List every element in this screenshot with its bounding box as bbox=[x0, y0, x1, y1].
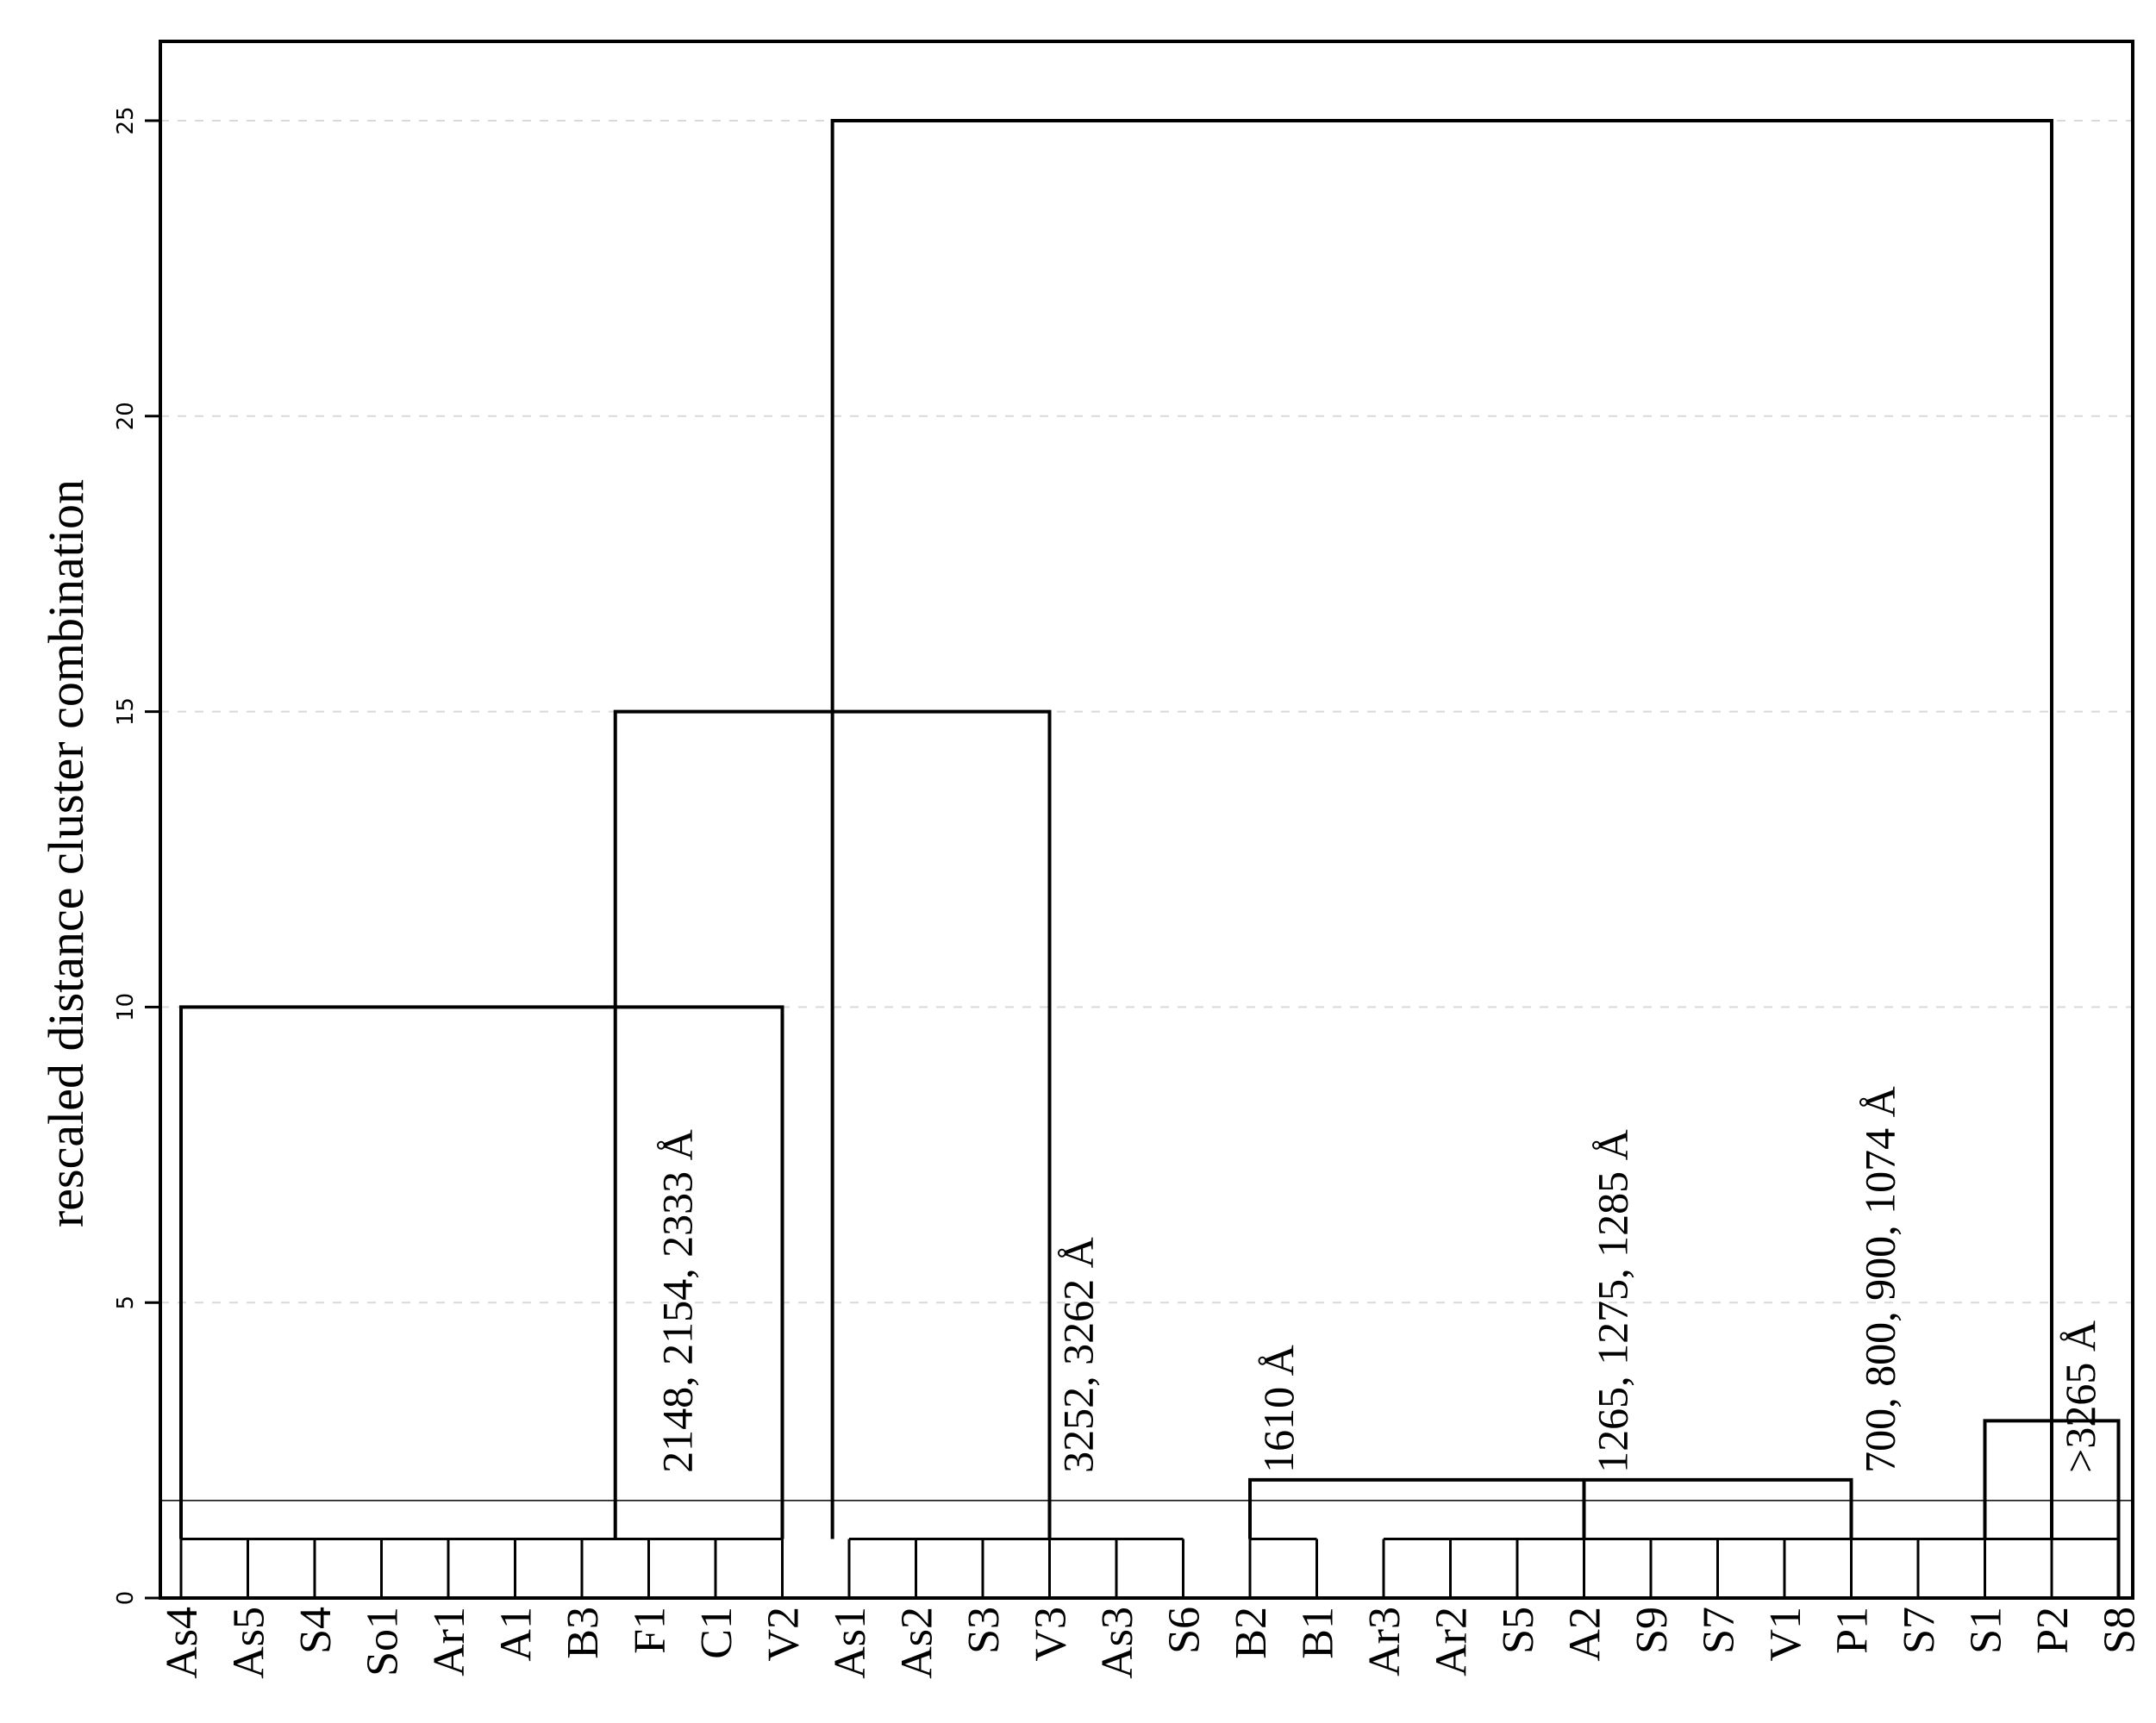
leaf-labels: As4 As5 S4 So1 Ar1 A1 B3 F1 C1 V2 As1 As2 S3 V3 As3 S6 B… bbox=[158, 1607, 2145, 1679]
leaf-label-13: V3 bbox=[1027, 1607, 1076, 1662]
leaf-label-23: S7 bbox=[1695, 1607, 1744, 1654]
dendrogram-links bbox=[160, 119, 2133, 1598]
y-tick-label-15: 15 bbox=[113, 697, 139, 726]
leaf-label-2: S4 bbox=[291, 1607, 341, 1654]
leaf-label-19: Ar2 bbox=[1428, 1607, 1477, 1676]
leaf-label-8: C1 bbox=[692, 1607, 741, 1659]
leaf-label-6: B3 bbox=[559, 1607, 608, 1659]
leaf-label-12: S3 bbox=[959, 1607, 1009, 1654]
y-tick-label-0: 0 bbox=[113, 1591, 139, 1606]
leaf-label-7: F1 bbox=[626, 1607, 675, 1654]
annotation-2: 1610 Å bbox=[1254, 1345, 1303, 1473]
leaf-label-15: S6 bbox=[1160, 1607, 1209, 1654]
leaf-label-14: As3 bbox=[1093, 1607, 1142, 1679]
leaf-label-0: As4 bbox=[158, 1607, 207, 1679]
leaf-label-28: P2 bbox=[2028, 1607, 2078, 1654]
annotation-4: 700, 800, 900, 1074 Å bbox=[1856, 1086, 1904, 1473]
merge-link-0 bbox=[179, 1005, 784, 1539]
y-tick-label-20: 20 bbox=[113, 402, 139, 430]
leaf-label-16: B2 bbox=[1227, 1607, 1276, 1659]
y-tick-label-25: 25 bbox=[113, 106, 139, 134]
y-axis-label: rescaled distance cluster combination bbox=[38, 479, 94, 1227]
leaf-label-1: As5 bbox=[225, 1607, 274, 1679]
leaf-label-29: S8 bbox=[2096, 1607, 2145, 1654]
annotation-3: 1265, 1275, 1285 Å bbox=[1589, 1129, 1637, 1473]
merge-link-2 bbox=[830, 119, 2053, 1539]
leaf-label-24: V1 bbox=[1761, 1607, 1810, 1662]
leaf-label-25: P1 bbox=[1828, 1607, 1878, 1654]
leaf-label-22: S9 bbox=[1628, 1607, 1677, 1654]
y-tick-label-5: 5 bbox=[113, 1295, 139, 1310]
leaf-label-18: Ar3 bbox=[1360, 1607, 1409, 1676]
leaf-label-20: S5 bbox=[1494, 1607, 1543, 1654]
leaf-label-3: So1 bbox=[359, 1607, 408, 1676]
plot-frame bbox=[159, 40, 2134, 1600]
leaf-label-27: S1 bbox=[1962, 1607, 2011, 1654]
merge-link-3 bbox=[1248, 1477, 1853, 1539]
leaf-label-9: V2 bbox=[759, 1607, 809, 1662]
leaf-label-10: As1 bbox=[826, 1607, 875, 1679]
grid-lines bbox=[160, 120, 2133, 1304]
annotations: 2148, 2154, 2333 Å 3252, 3262 Å 1610 Å 1265… bbox=[653, 1086, 2105, 1473]
leaf-label-26: S7 bbox=[1895, 1607, 1944, 1654]
leaf-label-4: Ar1 bbox=[425, 1607, 474, 1676]
leaf-label-11: As2 bbox=[893, 1607, 942, 1679]
annotation-1: 3252, 3262 Å bbox=[1054, 1237, 1103, 1473]
y-axis: 0 5 10 15 20 25 bbox=[113, 106, 160, 1605]
leaf-label-17: B1 bbox=[1294, 1607, 1343, 1659]
leaf-label-21: A2 bbox=[1561, 1607, 1610, 1662]
annotation-5: >3265 Å bbox=[2056, 1320, 2104, 1473]
annotation-0: 2148, 2154, 2333 Å bbox=[653, 1129, 702, 1473]
y-tick-label-10: 10 bbox=[113, 993, 139, 1021]
leaf-label-5: A1 bbox=[492, 1607, 541, 1662]
